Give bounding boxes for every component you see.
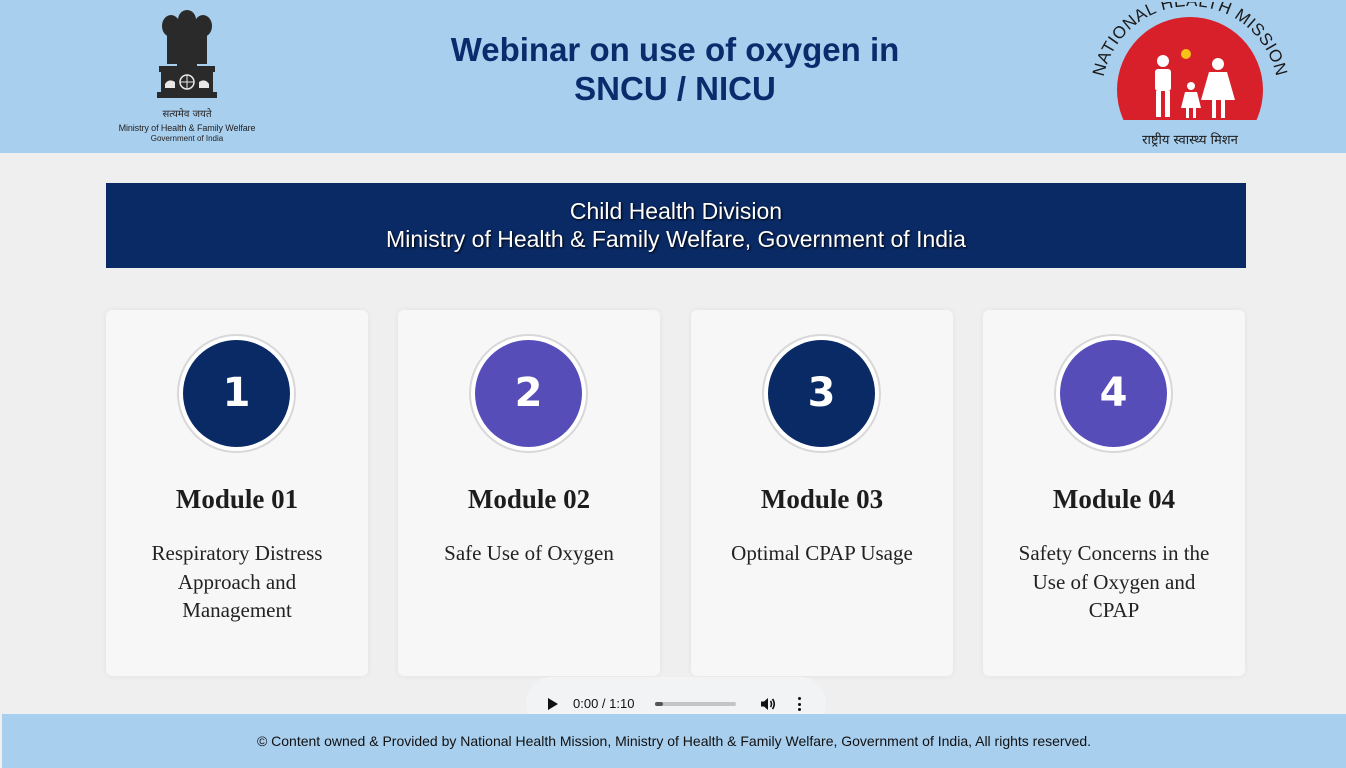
module-card-2[interactable]: 2 Module 02 Safe Use of Oxygen xyxy=(398,310,660,676)
emblem-government-label: Government of India xyxy=(150,134,224,143)
page-title-line1: Webinar on use of oxygen in xyxy=(450,31,900,68)
module-number-badge: 2 xyxy=(469,334,588,453)
module-number-badge: 4 xyxy=(1054,334,1173,453)
module-title: Module 01 xyxy=(175,484,299,514)
module-number-badge: 3 xyxy=(762,334,881,453)
nhm-hindi-text: राष्ट्रीय स्वास्थ्य मिशन xyxy=(1142,132,1238,148)
volume-icon[interactable] xyxy=(760,696,776,712)
module-title: Module 03 xyxy=(760,484,884,514)
module-description: Optimal CPAP Usage xyxy=(731,541,913,565)
banner-ministry-label: Ministry of Health & Family Welfare, Gov… xyxy=(386,226,966,252)
division-banner: Child Health Division Ministry of Health… xyxy=(106,183,1246,268)
module-card-1[interactable]: 1 Module 01 Respiratory Distress Approac… xyxy=(106,310,368,676)
nhm-logo-icon: NATIONAL HEALTH MISSION राष्ट्रीय स्वास्… xyxy=(1089,2,1291,152)
banner-division-label: Child Health Division xyxy=(569,198,783,224)
module-title: Module 04 xyxy=(1052,484,1176,514)
audio-seek-bar[interactable] xyxy=(655,702,736,706)
page-header: सत्यमेव जयते Ministry of Health & Family… xyxy=(0,0,1346,153)
module-number: 3 xyxy=(768,340,875,447)
audio-seek-progress xyxy=(655,702,664,706)
more-options-icon[interactable] xyxy=(796,696,804,712)
module-number-badge: 1 xyxy=(177,334,296,453)
emblem-ministry-label: Ministry of Health & Family Welfare xyxy=(118,123,256,133)
module-number: 1 xyxy=(183,340,290,447)
page-title-line2: SNCU / NICU xyxy=(574,70,776,107)
module-title: Module 02 xyxy=(467,484,591,514)
module-description: Safety Concerns in the Use of Oxygen and… xyxy=(1018,541,1210,622)
module-number: 2 xyxy=(475,340,582,447)
ashoka-emblem-icon xyxy=(157,10,217,98)
emblem-motto: सत्यमेव जयते xyxy=(162,109,212,120)
play-icon[interactable] xyxy=(548,698,558,710)
page-footer: © Content owned & Provided by National H… xyxy=(2,714,1346,768)
module-card-3[interactable]: 3 Module 03 Optimal CPAP Usage xyxy=(691,310,953,676)
footer-copyright: © Content owned & Provided by National H… xyxy=(256,733,1092,749)
audio-time: 0:00 / 1:10 xyxy=(573,696,635,711)
page-title: Webinar on use of oxygen in SNCU / NICU xyxy=(400,30,950,108)
module-description: Respiratory Distress Approach and Manage… xyxy=(151,541,323,622)
module-description: Safe Use of Oxygen xyxy=(444,541,614,565)
module-number: 4 xyxy=(1060,340,1167,447)
module-card-4[interactable]: 4 Module 04 Safety Concerns in the Use o… xyxy=(983,310,1245,676)
emblem-block: सत्यमेव जयते Ministry of Health & Family… xyxy=(108,4,266,146)
